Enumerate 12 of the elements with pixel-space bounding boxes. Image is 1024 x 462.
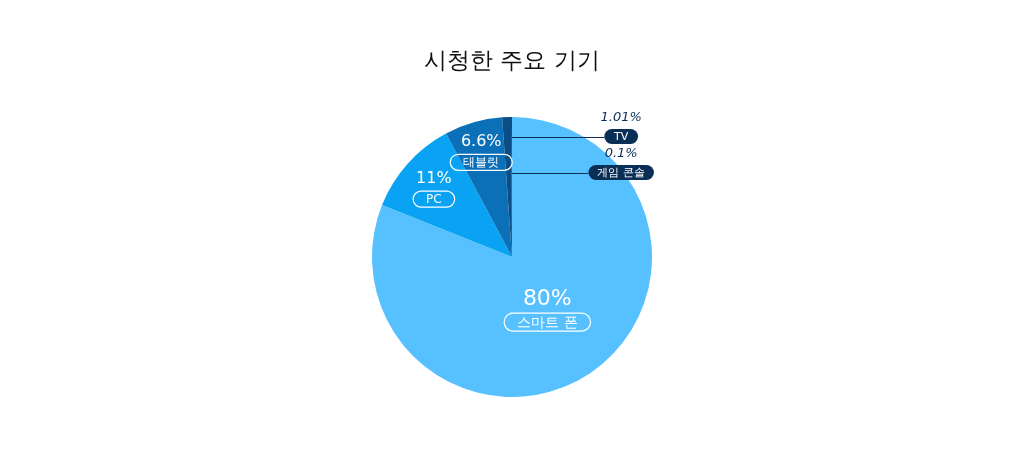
data-label: 6.6% (460, 131, 502, 151)
slice-label: TV (613, 130, 629, 143)
slice-label: 태블릿 (463, 155, 500, 170)
slice-label: 게임 콘솔 (597, 166, 645, 179)
data-label: 11% (416, 168, 452, 188)
data-label: 1.01% (600, 109, 642, 124)
slice-label: 스마트 폰 (517, 314, 578, 331)
pie-slice (381, 133, 512, 257)
slice-label: PC (426, 192, 442, 207)
data-label: 0.1% (604, 145, 638, 160)
chart-title: 시청한 주요 기기 (424, 47, 600, 73)
data-label: 80% (522, 285, 572, 311)
